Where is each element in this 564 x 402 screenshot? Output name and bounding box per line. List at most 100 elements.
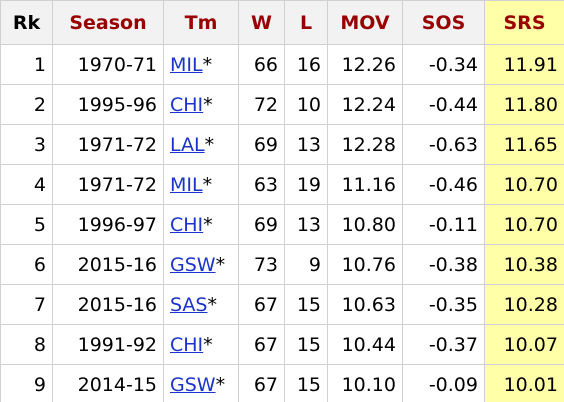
losses-cell: 19 <box>284 164 328 205</box>
team-cell: LAL* <box>163 124 239 165</box>
playoff-flag: * <box>215 373 226 396</box>
wins-cell: 67 <box>238 324 285 365</box>
table-row: 5 1996-97 CHI* 69 13 10.80 -0.11 10.70 <box>0 204 564 245</box>
sos-cell: -0.63 <box>402 124 485 165</box>
team-link[interactable]: MIL <box>170 173 203 196</box>
team-cell: MIL* <box>163 164 239 205</box>
season-cell: 2015-16 <box>52 284 164 325</box>
team-cell: GSW* <box>163 364 239 402</box>
table-body: 1 1970-71 MIL* 66 16 12.26 -0.34 11.91 2 1995-96 C… <box>0 44 564 402</box>
column-header[interactable]: SRS <box>484 0 564 45</box>
team-link[interactable]: GSW <box>170 253 216 276</box>
losses-cell: 15 <box>284 364 328 402</box>
column-header[interactable]: Rk <box>0 0 53 45</box>
playoff-flag: * <box>203 333 213 356</box>
team-cell: MIL* <box>163 44 239 85</box>
wins-cell: 73 <box>238 244 285 285</box>
column-header[interactable]: Season <box>52 0 164 45</box>
playoff-flag: * <box>202 173 213 196</box>
team-cell: SAS* <box>163 284 239 325</box>
mov-cell: 10.63 <box>327 284 403 325</box>
sos-cell: -0.35 <box>402 284 485 325</box>
rank-cell: 2 <box>0 84 53 125</box>
rank-cell: 3 <box>0 124 53 165</box>
sos-cell: -0.46 <box>402 164 485 205</box>
losses-cell: 13 <box>284 124 328 165</box>
table-row: 6 2015-16 GSW* 73 9 10.76 -0.38 10.38 <box>0 244 564 285</box>
mov-cell: 10.44 <box>327 324 403 365</box>
table-row: 1 1970-71 MIL* 66 16 12.26 -0.34 11.91 <box>0 44 564 85</box>
rank-cell: 4 <box>0 164 53 205</box>
team-link[interactable]: CHI <box>170 93 204 116</box>
wins-cell: 69 <box>238 204 285 245</box>
sos-cell: -0.44 <box>402 84 485 125</box>
team-link[interactable]: LAL <box>170 133 205 156</box>
srs-cell: 10.38 <box>484 244 564 285</box>
team-link[interactable]: CHI <box>170 333 204 356</box>
srs-cell: 10.07 <box>484 324 564 365</box>
team-link[interactable]: SAS <box>170 293 208 316</box>
column-header[interactable]: Tm <box>163 0 239 45</box>
season-cell: 1991-92 <box>52 324 164 365</box>
column-header[interactable]: W <box>238 0 285 45</box>
wins-cell: 72 <box>238 84 285 125</box>
table-row: 9 2014-15 GSW* 67 15 10.10 -0.09 10.01 <box>0 364 564 402</box>
srs-cell: 11.65 <box>484 124 564 165</box>
playoff-flag: * <box>207 293 217 316</box>
team-link[interactable]: CHI <box>170 213 204 236</box>
losses-cell: 10 <box>284 84 328 125</box>
mov-cell: 12.26 <box>327 44 403 85</box>
team-cell: CHI* <box>163 324 239 365</box>
srs-cell: 11.80 <box>484 84 564 125</box>
table-row: 8 1991-92 CHI* 67 15 10.44 -0.37 10.07 <box>0 324 564 365</box>
playoff-flag: * <box>203 213 213 236</box>
season-cell: 1996-97 <box>52 204 164 245</box>
wins-cell: 67 <box>238 284 285 325</box>
season-cell: 1995-96 <box>52 84 164 125</box>
column-header[interactable]: SOS <box>402 0 485 45</box>
playoff-flag: * <box>215 253 226 276</box>
mov-cell: 10.80 <box>327 204 403 245</box>
mov-cell: 12.24 <box>327 84 403 125</box>
rank-cell: 9 <box>0 364 53 402</box>
season-cell: 1971-72 <box>52 164 164 205</box>
srs-cell: 11.91 <box>484 44 564 85</box>
team-link[interactable]: GSW <box>170 373 216 396</box>
mov-cell: 10.76 <box>327 244 403 285</box>
season-cell: 1971-72 <box>52 124 164 165</box>
playoff-flag: * <box>202 53 213 76</box>
team-link[interactable]: MIL <box>170 53 203 76</box>
sos-cell: -0.09 <box>402 364 485 402</box>
srs-cell: 10.70 <box>484 164 564 205</box>
wins-cell: 67 <box>238 364 285 402</box>
header-row: Rk Season Tm W L MOV SOS SRS <box>0 0 564 45</box>
losses-cell: 13 <box>284 204 328 245</box>
rank-cell: 5 <box>0 204 53 245</box>
sos-cell: -0.11 <box>402 204 485 245</box>
season-cell: 2014-15 <box>52 364 164 402</box>
playoff-flag: * <box>203 93 213 116</box>
table-row: 3 1971-72 LAL* 69 13 12.28 -0.63 11.65 <box>0 124 564 165</box>
mov-cell: 11.16 <box>327 164 403 205</box>
mov-cell: 10.10 <box>327 364 403 402</box>
srs-cell: 10.01 <box>484 364 564 402</box>
mov-cell: 12.28 <box>327 124 403 165</box>
column-header[interactable]: MOV <box>327 0 403 45</box>
losses-cell: 15 <box>284 284 328 325</box>
playoff-flag: * <box>204 133 215 156</box>
season-cell: 1970-71 <box>52 44 164 85</box>
column-header[interactable]: L <box>284 0 328 45</box>
rank-cell: 8 <box>0 324 53 365</box>
rank-cell: 7 <box>0 284 53 325</box>
srs-cell: 10.28 <box>484 284 564 325</box>
team-cell: CHI* <box>163 204 239 245</box>
team-cell: GSW* <box>163 244 239 285</box>
sos-cell: -0.37 <box>402 324 485 365</box>
season-cell: 2015-16 <box>52 244 164 285</box>
srs-cell: 10.70 <box>484 204 564 245</box>
wins-cell: 66 <box>238 44 285 85</box>
wins-cell: 63 <box>238 164 285 205</box>
wins-cell: 69 <box>238 124 285 165</box>
